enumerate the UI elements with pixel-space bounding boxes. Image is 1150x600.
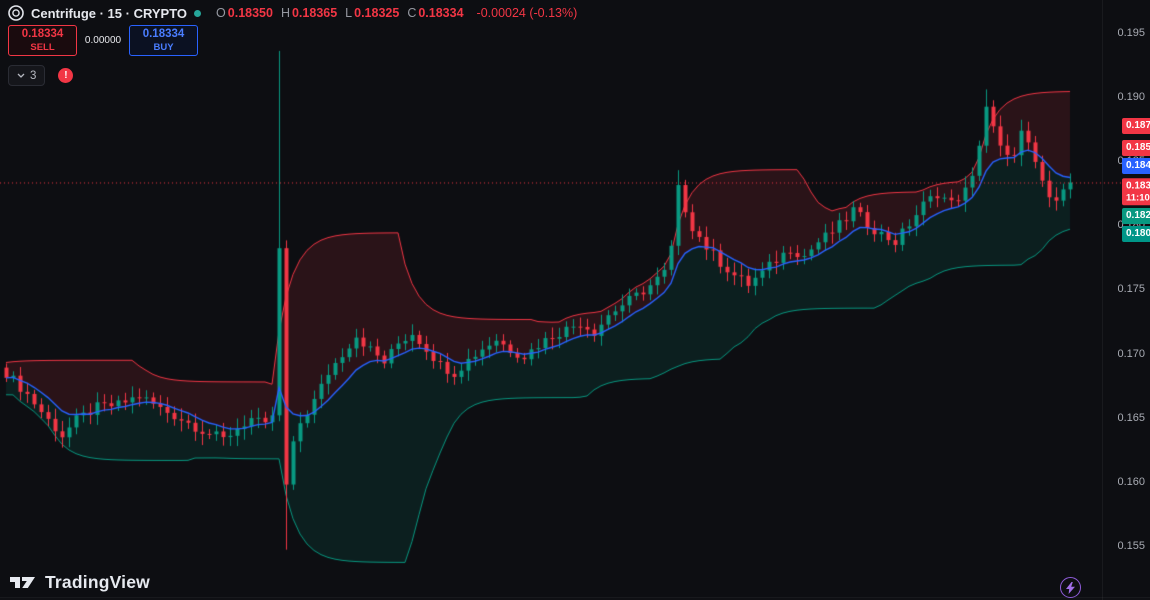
indicator-row: 3 ! — [8, 65, 74, 86]
price-tick: 0.195 — [1117, 27, 1145, 39]
spread-value: 0.00000 — [84, 35, 122, 46]
price-scale[interactable]: 0.195 0.190 0.185 0.180 0.175 0.170 0.165 0.160… — [1102, 0, 1150, 600]
price-tick: 0.185 — [1117, 155, 1145, 168]
chevron-down-icon — [17, 73, 25, 78]
price-tick: 0.155 — [1117, 539, 1145, 552]
price-change: -0.00024 (-0.13%) — [476, 6, 578, 20]
price-tick: 0.180 — [1117, 219, 1145, 232]
price-tick: 0.175 — [1117, 283, 1145, 296]
tradingview-logo-icon — [10, 574, 37, 591]
indicator-count: 3 — [30, 69, 37, 82]
ohlc-field-value: 0.18365 — [291, 6, 338, 20]
ohlc-field-value: 0.18350 — [227, 6, 273, 20]
sell-label: SELL — [30, 41, 55, 53]
trade-panel: 0.18334 SELL 0.00000 0.18334 BUY — [8, 25, 198, 56]
ohlc-field-label: O — [216, 6, 226, 20]
symbol-title[interactable]: Centrifuge · 15 · CRYPTO — [31, 5, 188, 21]
ohlc-values: O 0.18350 H 0.18365 L 0.18325 C 0.18334 — [208, 6, 464, 20]
ohlc-field-label: H — [280, 6, 290, 20]
price-tick: 0.160 — [1117, 475, 1145, 488]
price-tick: 0.165 — [1117, 411, 1145, 424]
time-axis-edge — [0, 597, 1150, 600]
ohlc-field-label: C — [407, 6, 417, 20]
boost-lightning-button[interactable] — [1060, 577, 1081, 598]
price-tick: 0.170 — [1117, 347, 1145, 360]
sell-price: 0.18334 — [21, 27, 64, 40]
ohlc-field-label: L — [345, 6, 353, 20]
buy-label: BUY — [153, 41, 174, 53]
market-status-icon — [194, 9, 202, 17]
alert-icon[interactable]: ! — [58, 68, 74, 83]
sell-button[interactable]: 0.18334 SELL — [8, 25, 77, 56]
ohlc-field-value: 0.18334 — [418, 6, 464, 20]
ohlc-field-value: 0.18325 — [354, 6, 400, 20]
chart-header: Centrifuge · 15 · CRYPTO O 0.18350 H 0.1836… — [8, 5, 577, 21]
buy-price: 0.18334 — [142, 27, 185, 40]
price-tick: 0.190 — [1117, 91, 1145, 104]
indicator-collapse-toggle[interactable]: 3 — [8, 65, 46, 86]
centrifuge-logo-icon — [8, 5, 24, 21]
tradingview-watermark[interactable]: TradingView — [10, 572, 150, 593]
tradingview-brand-text: TradingView — [45, 572, 150, 592]
lightning-icon — [1066, 581, 1075, 594]
buy-button[interactable]: 0.18334 BUY — [129, 25, 198, 56]
